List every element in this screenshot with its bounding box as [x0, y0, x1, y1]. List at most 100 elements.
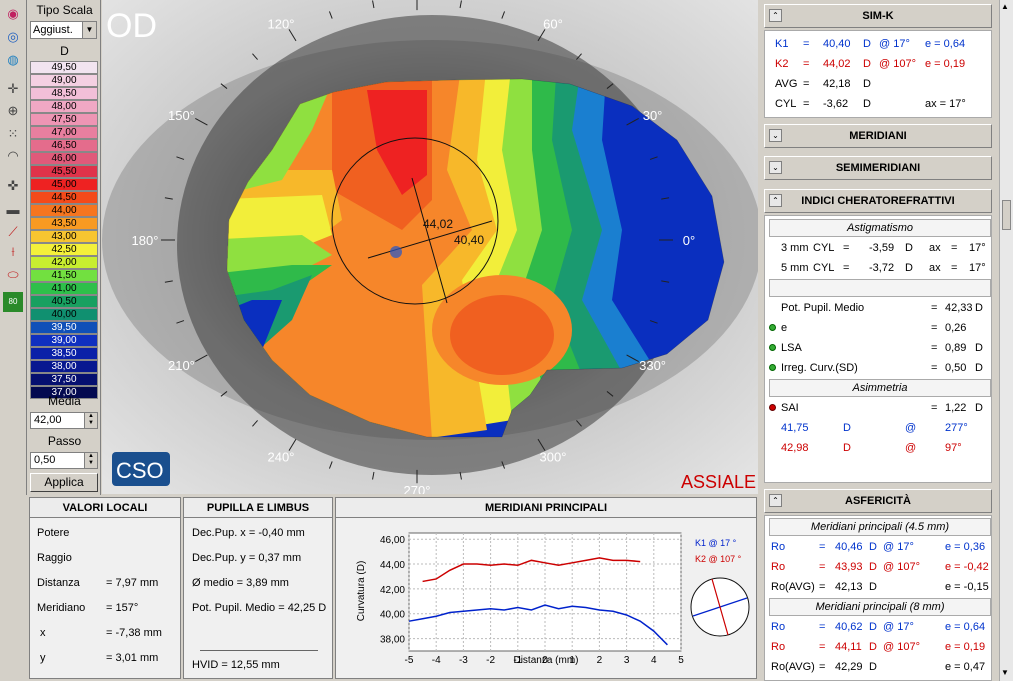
scrollbar-thumb[interactable] [1002, 200, 1011, 230]
pupil-power: Pot. Pupil. Medio = 42,25 D [192, 602, 327, 614]
simk-title: SIM-K [862, 10, 894, 22]
axis-tick [649, 320, 658, 324]
topography-map[interactable]: 44,02 40,40 120° 60° 150° 30° 180° 0° 210° 330°… [102, 0, 758, 494]
scale-step: 41,00 [30, 282, 98, 295]
divider [200, 650, 318, 651]
media-label: Media [48, 394, 81, 408]
pupil-dec-x: Dec.Pup. x = -0,40 mm [192, 527, 305, 539]
numeric-map-icon[interactable]: 80 [3, 292, 23, 312]
collapse-icon[interactable]: ⌃ [769, 494, 782, 507]
chart-ylabel: Curvatura (D) [356, 561, 367, 622]
spacer-row [769, 279, 991, 297]
apply-button[interactable]: Applica [30, 473, 98, 492]
collapse-icon[interactable]: ⌃ [769, 9, 782, 22]
asim-row-2: 42,98 D @97° [781, 442, 962, 454]
pot-pupil-row: Pot. Pupil. Medio = 42,33 D [781, 302, 983, 314]
valori-label: x [40, 627, 46, 639]
valori-value: = 157° [106, 602, 139, 614]
axis-tick [372, 0, 375, 9]
scale-step: 42,50 [30, 243, 98, 256]
x-tick-label: 5 [678, 655, 684, 666]
scroll-down-icon[interactable]: ▼ [1001, 668, 1009, 677]
axis-tick [501, 11, 506, 19]
simk-header[interactable]: ⌃ SIM-K [764, 4, 992, 28]
spinner-arrows-icon[interactable]: ▲ ▼ [84, 453, 97, 468]
x-tick-label: 0 [542, 655, 548, 666]
asfericita-header[interactable]: ⌃ ASFERICITÀ [764, 489, 992, 513]
axis-label: 180° [132, 233, 159, 248]
topography-svg[interactable]: 44,02 40,40 120° 60° 150° 30° 180° 0° 210° 330°… [102, 0, 758, 494]
scale-type-value: Aggiust. [33, 24, 73, 36]
axis-label: 0° [683, 233, 695, 248]
x-tick-label: -2 [486, 655, 495, 666]
eye-alt-icon[interactable]: ◍ [7, 52, 19, 67]
right-panel-scrollbar[interactable]: ▲ ▼ [999, 0, 1013, 681]
scale-step: 43,50 [30, 217, 98, 230]
ellipse-icon[interactable]: ⬭ [7, 267, 19, 282]
scale-type-select[interactable]: Aggiust. ▼ [30, 21, 97, 39]
axis-tick [626, 354, 639, 363]
topography-icon[interactable]: ◉ [7, 6, 19, 21]
scale-step: 41,50 [30, 269, 98, 282]
left-toolbar: ◉ ◎ ◍ ✛ ⊕ ⁙ ◠ ✜ ▬ ⟋ ⟊ ⬭ 80 [0, 0, 27, 495]
asfericita-body: Meridiani principali (4.5 mm) Ro = 40,46 D @… [764, 515, 992, 681]
measure-icon[interactable]: ⟊ [11, 244, 15, 259]
meridiani-principali-title: MERIDIANI PRINCIPALI [336, 498, 756, 518]
passo-spinner[interactable]: 0,50 ▲ ▼ [30, 452, 98, 469]
rings-icon[interactable]: ◠ [7, 148, 19, 163]
profile-chart-icon[interactable]: ⟋ [8, 224, 18, 239]
x-tick-label: -3 [459, 655, 468, 666]
axis-tick [626, 117, 639, 126]
legend-k2: K2 @ 107 ° [695, 554, 742, 564]
valori-label: Distanza [37, 577, 80, 589]
axis-tick [288, 438, 297, 451]
expand-icon[interactable]: ⌄ [769, 129, 782, 142]
svg-text:CSO: CSO [116, 458, 164, 483]
semimeridiani-title: SEMIMERIDIANI [835, 162, 921, 174]
asf-row: Ro = 40,62 D @ 17° e = 0,64 [771, 621, 986, 633]
pupil-cross-icon[interactable]: ✜ [7, 178, 19, 193]
meridiani-header[interactable]: ⌄ MERIDIANI [764, 124, 992, 148]
scroll-up-icon[interactable]: ▲ [1001, 2, 1009, 11]
indici-title: INDICI CHERATOREFRATTIVI [801, 195, 955, 207]
spinner-arrows-icon[interactable]: ▲ ▼ [84, 413, 97, 428]
scale-step: 38,00 [30, 360, 98, 373]
k1-axis-line [367, 220, 493, 259]
axis-tick [606, 391, 614, 397]
ruler-icon[interactable]: ▬ [6, 202, 20, 217]
axis-tick [606, 83, 614, 89]
axis-label: 210° [168, 358, 195, 373]
axis-tick [372, 471, 375, 480]
astigmatismo-subheader: Astigmatismo [769, 219, 991, 237]
legend-k1: K1 @ 17 ° [695, 538, 737, 548]
series-line [408, 604, 668, 646]
expand-icon[interactable]: ⌄ [769, 161, 782, 174]
collapse-icon[interactable]: ⌃ [769, 194, 782, 207]
axis-tick [661, 197, 670, 200]
chevron-down-icon[interactable]: ▼ [82, 22, 96, 38]
eye-icon[interactable]: ◎ [7, 29, 19, 44]
x-tick-label: -5 [405, 655, 414, 666]
axis-label: 330° [639, 358, 666, 373]
indici-header[interactable]: ⌃ INDICI CHERATOREFRATTIVI [764, 189, 992, 213]
axis-tick [328, 11, 333, 19]
asf-row: Ro = 40,46 D @ 17° e = 0,36 [771, 541, 986, 553]
hvid-value: HVID = 12,55 mm [192, 659, 280, 671]
axis-tick [537, 29, 546, 42]
scale-step: 43,00 [30, 230, 98, 243]
valori-label: Raggio [37, 552, 72, 564]
axis-tick [459, 471, 462, 480]
axis-tick [176, 156, 185, 160]
semimeridiani-header[interactable]: ⌄ SEMIMERIDIANI [764, 156, 992, 180]
scale-step: 45,50 [30, 165, 98, 178]
valori-locali-panel: VALORI LOCALI Potere Raggio Distanza = 7,97… [29, 497, 181, 679]
color-scale-panel: Tipo Scala Aggiust. ▼ D 49,50 49,00 48,50 48… [28, 0, 101, 495]
media-spinner[interactable]: 42,00 ▲ ▼ [30, 412, 98, 429]
asf-sub1: Meridiani principali (4.5 mm) [769, 518, 991, 536]
crosshair-icon[interactable]: ✛ [7, 81, 19, 96]
target-icon[interactable]: ⊕ [7, 103, 19, 118]
dotted-grid-icon[interactable]: ⁙ [7, 126, 19, 141]
scale-step: 44,50 [30, 191, 98, 204]
